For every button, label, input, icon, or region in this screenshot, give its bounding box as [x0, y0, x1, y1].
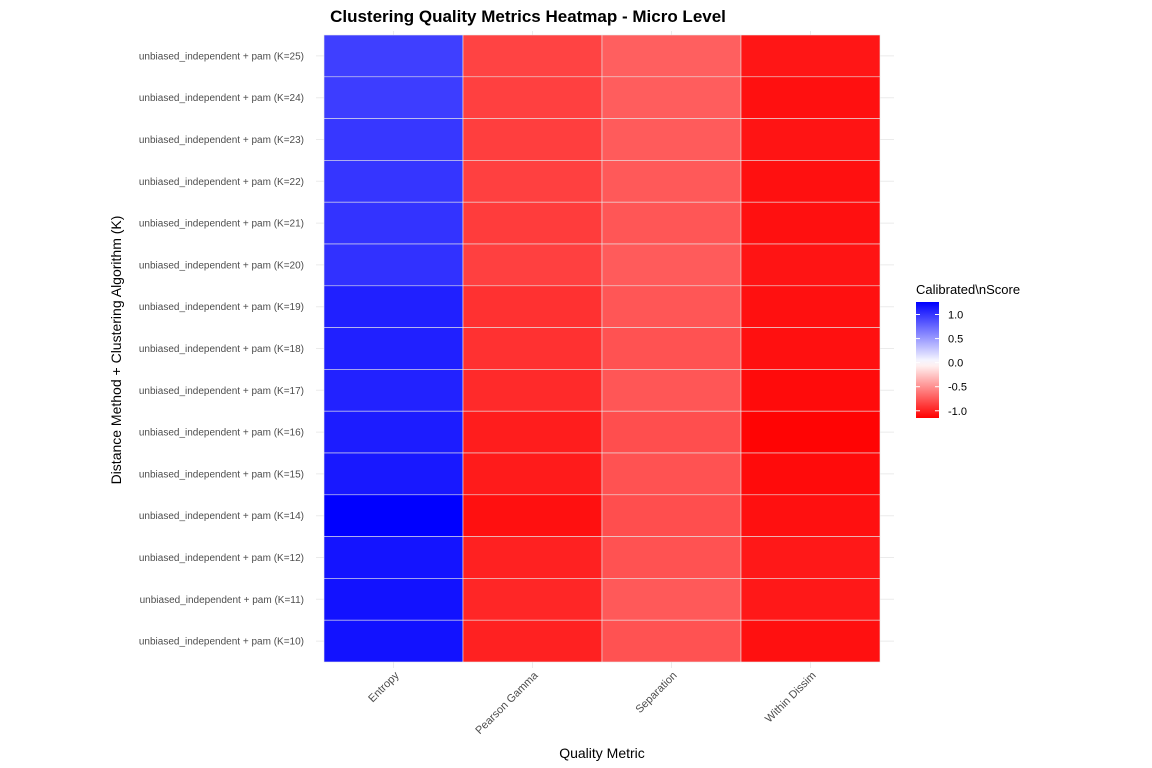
y-tick-label: unbiased_independent + pam (K=16) [139, 428, 304, 439]
heatmap-cell [462, 410, 603, 454]
y-tick-label: unbiased_independent + pam (K=22) [139, 177, 304, 188]
heatmap-cell [323, 160, 464, 203]
y-tick-label: unbiased_independent + pam (K=18) [139, 344, 304, 355]
y-tick-label: unbiased_independent + pam (K=24) [139, 93, 304, 104]
heatmap-cell [601, 619, 742, 663]
heatmap-cell [601, 452, 742, 496]
y-tick-label: unbiased_independent + pam (K=23) [139, 135, 304, 146]
y-tick-label: unbiased_independent + pam (K=19) [139, 302, 304, 313]
heatmap-cell [601, 160, 742, 203]
heatmap-cell [601, 327, 742, 370]
heatmap-cells [323, 34, 881, 663]
y-tick-label: unbiased_independent + pam (K=14) [139, 511, 304, 522]
legend-ticks: 1.0 0.5 0.0 -0.5 -1.0 [916, 310, 967, 418]
heatmap-cell [323, 201, 464, 245]
legend-colorbar [916, 302, 939, 418]
heatmap-cell [323, 76, 464, 119]
y-tick-labels: unbiased_independent + pam (K=25) unbiase… [139, 51, 304, 647]
heatmap-cell [462, 578, 603, 621]
heatmap-cell [462, 243, 603, 287]
y-tick-label: unbiased_independent + pam (K=12) [139, 553, 304, 564]
y-axis-title: Distance Method + Clustering Algorithm (… [108, 216, 124, 485]
y-tick-label: unbiased_independent + pam (K=15) [139, 469, 304, 480]
heatmap-cell [601, 578, 742, 621]
y-tick-label: unbiased_independent + pam (K=11) [140, 595, 304, 606]
legend-label: -0.5 [948, 382, 967, 394]
heatmap-cell [601, 285, 742, 328]
heatmap-cell [323, 452, 464, 496]
heatmap-cell [740, 452, 881, 496]
heatmap-cell [323, 410, 464, 454]
color-legend: Calibrated\nScore 1.0 0.5 0.0 -0.5 -1.0 [916, 282, 1020, 418]
heatmap-cell [323, 369, 464, 412]
x-tick-labels: Entropy Pearson Gamma Separation Within Dis… [366, 669, 818, 737]
x-axis-title: Quality Metric [559, 745, 645, 761]
heatmap-cell [462, 118, 603, 161]
heatmap-cell [462, 76, 603, 119]
heatmap-cell [601, 118, 742, 161]
y-tick-label: unbiased_independent + pam (K=10) [139, 637, 304, 648]
heatmap-cell [601, 201, 742, 245]
y-tick-label: unbiased_independent + pam (K=20) [139, 260, 304, 271]
heatmap-cell [323, 34, 464, 78]
heatmap-cell [323, 494, 464, 537]
heatmap-cell [462, 201, 603, 245]
heatmap-cell [740, 160, 881, 203]
heatmap-cell [323, 578, 464, 621]
y-tick-label: unbiased_independent + pam (K=25) [139, 51, 304, 62]
heatmap-cell [740, 369, 881, 412]
heatmap-cell [323, 327, 464, 370]
heatmap-cell [601, 76, 742, 119]
heatmap-cell [462, 494, 603, 537]
heatmap-cell [323, 285, 464, 328]
legend-title: Calibrated\nScore [916, 282, 1020, 297]
legend-label: 0.5 [948, 334, 963, 346]
y-tick-label: unbiased_independent + pam (K=17) [139, 386, 304, 397]
heatmap-cell [740, 34, 881, 78]
heatmap-cell [740, 327, 881, 370]
heatmap-cell [740, 76, 881, 119]
heatmap-cell [323, 619, 464, 663]
y-tick-label: unbiased_independent + pam (K=21) [139, 219, 304, 230]
legend-label: -1.0 [948, 406, 967, 418]
heatmap-cell [740, 243, 881, 287]
heatmap-cell [740, 494, 881, 537]
chart-title: Clustering Quality Metrics Heatmap - Mic… [330, 7, 726, 26]
heatmap-cell [740, 578, 881, 621]
heatmap-cell [462, 285, 603, 328]
heatmap-cell [740, 118, 881, 161]
legend-label: 0.0 [948, 358, 963, 370]
x-tick-label: Within Dissim [763, 670, 819, 726]
x-tick-label: Entropy [366, 669, 402, 705]
heatmap-cell [740, 410, 881, 454]
heatmap-cell [601, 369, 742, 412]
heatmap-cell [740, 201, 881, 245]
heatmap-cell [323, 243, 464, 287]
heatmap-cell [601, 243, 742, 287]
heatmap-cell [601, 34, 742, 78]
heatmap-cell [462, 327, 603, 370]
x-tick-label: Separation [634, 670, 680, 716]
heatmap-cell [740, 619, 881, 663]
heatmap-cell [740, 536, 881, 579]
heatmap-cell [462, 536, 603, 579]
legend-label: 1.0 [948, 310, 963, 322]
heatmap-cell [601, 536, 742, 579]
heatmap-cell [740, 285, 881, 328]
heatmap-cell [462, 452, 603, 496]
heatmap-cell [462, 160, 603, 203]
heatmap-cell [601, 410, 742, 454]
heatmap-cell [462, 369, 603, 412]
heatmap-cell [323, 118, 464, 161]
heatmap-cell [462, 619, 603, 663]
x-tick-label: Pearson Gamma [473, 669, 541, 737]
heatmap-cell [601, 494, 742, 537]
heatmap-cell [462, 34, 603, 78]
heatmap-cell [323, 536, 464, 579]
